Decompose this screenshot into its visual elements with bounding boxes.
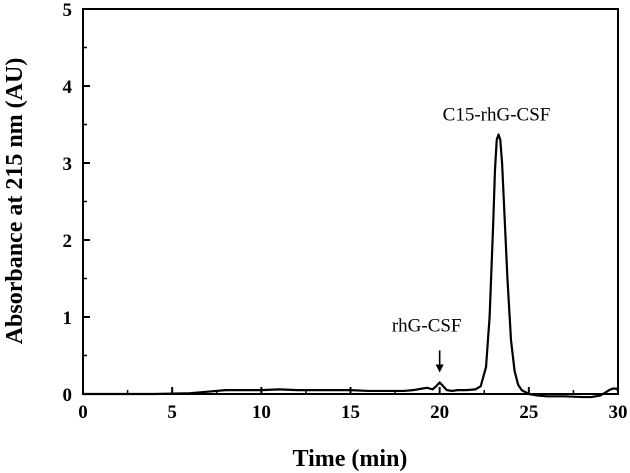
y-axis-tick-labels: 0 1 2 3 4 5 xyxy=(63,0,73,406)
y-tick-label: 5 xyxy=(63,0,73,21)
y-tick-label: 1 xyxy=(63,308,73,329)
x-axis-tick-labels: 0 5 10 15 20 25 30 xyxy=(78,402,627,423)
x-tick-label: 5 xyxy=(167,402,177,423)
annotation-rhg-csf: rhG-CSF xyxy=(392,315,462,336)
y-tick-label: 3 xyxy=(63,154,73,175)
x-axis-label: Time (min) xyxy=(293,446,408,472)
x-tick-label: 30 xyxy=(609,402,628,423)
x-tick-label: 10 xyxy=(252,402,271,423)
arrow-head xyxy=(435,364,444,373)
y-tick-label: 2 xyxy=(63,231,73,252)
x-tick-label: 15 xyxy=(341,402,360,423)
y-axis-label: Absorbance at 215 nm (AU) xyxy=(2,58,28,345)
annotation-arrow xyxy=(435,350,444,373)
x-tick-label: 0 xyxy=(78,402,88,423)
x-tick-label: 25 xyxy=(519,402,538,423)
series-line xyxy=(83,133,619,399)
x-tick-label: 20 xyxy=(430,402,449,423)
y-tick-label: 0 xyxy=(63,385,73,406)
plot-area-frame xyxy=(82,8,619,395)
y-axis-ticks xyxy=(83,8,90,395)
y-tick-label: 4 xyxy=(63,77,73,98)
annotation-c15-rhg-csf: C15-rhG-CSF xyxy=(443,105,551,126)
